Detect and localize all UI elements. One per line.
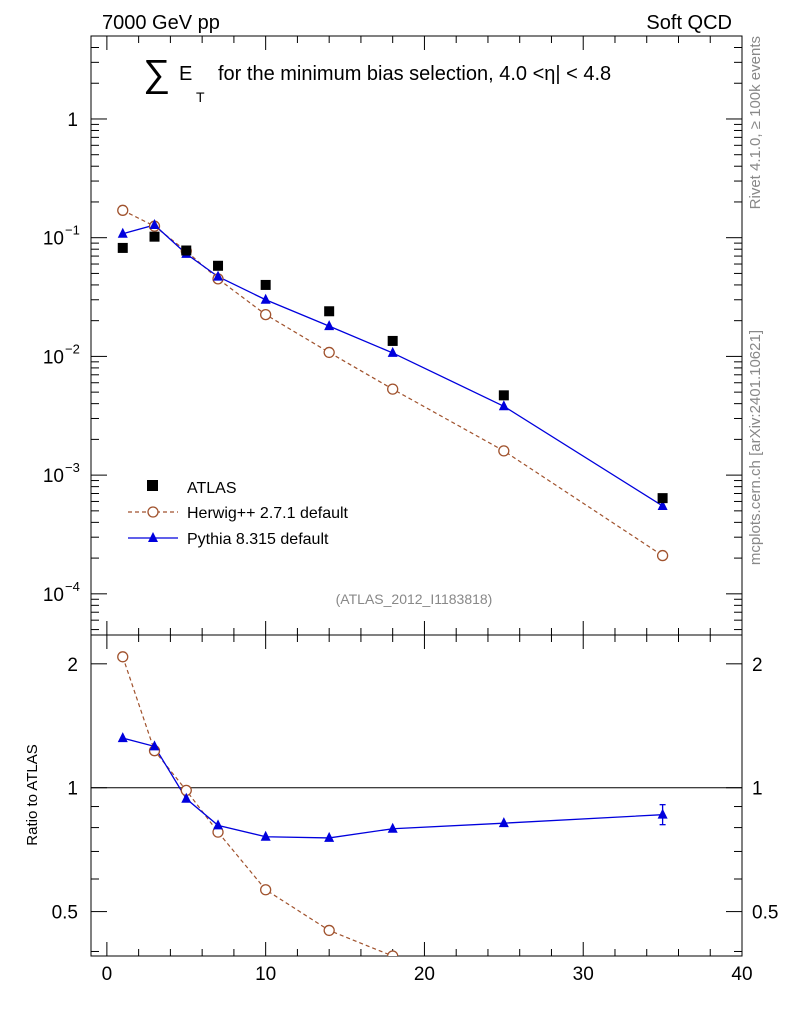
- ratio-series: [117, 651, 668, 956]
- legend: ATLAS Herwig++ 2.7.1 default Pythia 8.31…: [128, 480, 349, 548]
- pythia-ratio-point: [387, 822, 398, 833]
- herwig-ratio-point: [260, 884, 272, 896]
- x-tick-label: 0: [102, 964, 113, 985]
- header-right: Soft QCD: [646, 12, 732, 34]
- ratio-y-axis-label: Ratio to ATLAS: [24, 744, 41, 845]
- ratio-y-tick-label-right: 2: [752, 655, 763, 676]
- ratio-y-tick-label-right: 1: [752, 779, 763, 800]
- pythia-point: [260, 293, 271, 304]
- herwig-ratio-point: [323, 924, 335, 937]
- pythia-point: [324, 320, 335, 331]
- analysis-watermark: (ATLAS_2012_I1183818): [336, 591, 493, 607]
- main-y-tick-exponent: −3: [65, 460, 80, 475]
- title-t: T: [196, 89, 205, 105]
- pythia-ratio-point: [117, 732, 128, 743]
- ratio-plot-frame: [90, 634, 743, 957]
- herwig-ratio-point: [387, 950, 399, 956]
- herwig-point: [498, 445, 510, 457]
- pythia-ratio-point: [498, 817, 509, 828]
- x-tick-label: 10: [255, 964, 276, 985]
- pythia-ratio-point: [213, 819, 224, 830]
- pythia-ratio-point: [181, 792, 192, 803]
- main-y-tick-label: 10: [43, 585, 64, 606]
- herwig-point: [656, 549, 669, 562]
- x-tick-labels: 0 10 20 30 40: [102, 964, 753, 985]
- ratio-y-tick-label-left: 0.5: [52, 903, 78, 924]
- pythia-point: [657, 499, 668, 510]
- ratio-y-tick-label-right: 0.5: [752, 903, 778, 924]
- pythia-point: [117, 227, 128, 238]
- ratio-y-tick-labels: 0.5 0.5 1 1 2 2: [52, 655, 779, 924]
- rivet-version-label: Rivet 4.1.0, ≥ 100k events: [747, 36, 764, 209]
- herwig-point: [117, 204, 129, 216]
- title-text: for the minimum bias selection, 4.0 <η| …: [218, 63, 611, 85]
- pythia-line: [122, 224, 663, 507]
- mcplots-label: mcplots.cern.ch [arXiv:2401.10621]: [747, 330, 764, 565]
- title-e: E: [179, 63, 192, 85]
- main-y-tick-exponent: −1: [65, 223, 80, 238]
- herwig-line: [122, 209, 663, 557]
- herwig-point: [323, 346, 335, 359]
- atlas-point: [181, 245, 192, 256]
- atlas-point: [387, 335, 398, 346]
- main-y-tick-labels: 110−110−210−310−4: [43, 110, 80, 606]
- legend-pythia-marker: [148, 532, 158, 542]
- main-y-tick-exponent: −2: [65, 341, 80, 356]
- ratio-axis-ticks: [91, 635, 743, 956]
- herwig-ratio-line: [122, 656, 393, 956]
- atlas-point: [498, 390, 509, 401]
- ratio-clip-area: [117, 651, 668, 956]
- herwig-point: [260, 308, 272, 321]
- main-y-tick-label: 10: [43, 229, 64, 250]
- legend-atlas-label: ATLAS: [187, 480, 237, 497]
- x-tick-label: 40: [731, 964, 752, 985]
- main-series: [117, 204, 669, 562]
- title-sum: ∑: [143, 53, 170, 95]
- atlas-point: [324, 306, 335, 317]
- legend-herwig-label: Herwig++ 2.7.1 default: [187, 505, 349, 522]
- main-y-tick-label: 10: [43, 466, 64, 487]
- herwig-ratio-point: [117, 651, 129, 663]
- x-tick-label: 30: [573, 964, 594, 985]
- header-left: 7000 GeV pp: [102, 12, 220, 34]
- main-axis-ticks: [91, 35, 743, 635]
- legend-herwig-marker: [147, 506, 159, 518]
- main-y-tick-exponent: −4: [65, 579, 80, 594]
- pythia-ratio-point: [324, 831, 335, 842]
- atlas-point: [149, 231, 160, 242]
- legend-pythia-label: Pythia 8.315 default: [187, 531, 329, 548]
- ratio-y-tick-label-left: 2: [67, 655, 78, 676]
- atlas-point: [117, 242, 128, 253]
- pythia-point: [213, 270, 224, 281]
- ratio-y-tick-label-left: 1: [67, 779, 78, 800]
- pythia-point: [387, 346, 398, 357]
- pythia-ratio-point: [260, 830, 271, 841]
- herwig-point: [387, 383, 399, 395]
- main-y-tick-label: 10: [43, 347, 64, 368]
- pythia-ratio-point: [149, 740, 160, 751]
- pythia-point: [149, 218, 160, 229]
- pythia-ratio-point: [657, 808, 668, 819]
- x-tick-label: 20: [414, 964, 435, 985]
- atlas-point: [657, 493, 668, 504]
- legend-atlas-marker: [147, 480, 158, 491]
- pythia-point: [498, 400, 509, 411]
- atlas-point: [260, 279, 271, 290]
- main-y-tick-label: 1: [67, 110, 78, 131]
- atlas-point: [213, 260, 224, 271]
